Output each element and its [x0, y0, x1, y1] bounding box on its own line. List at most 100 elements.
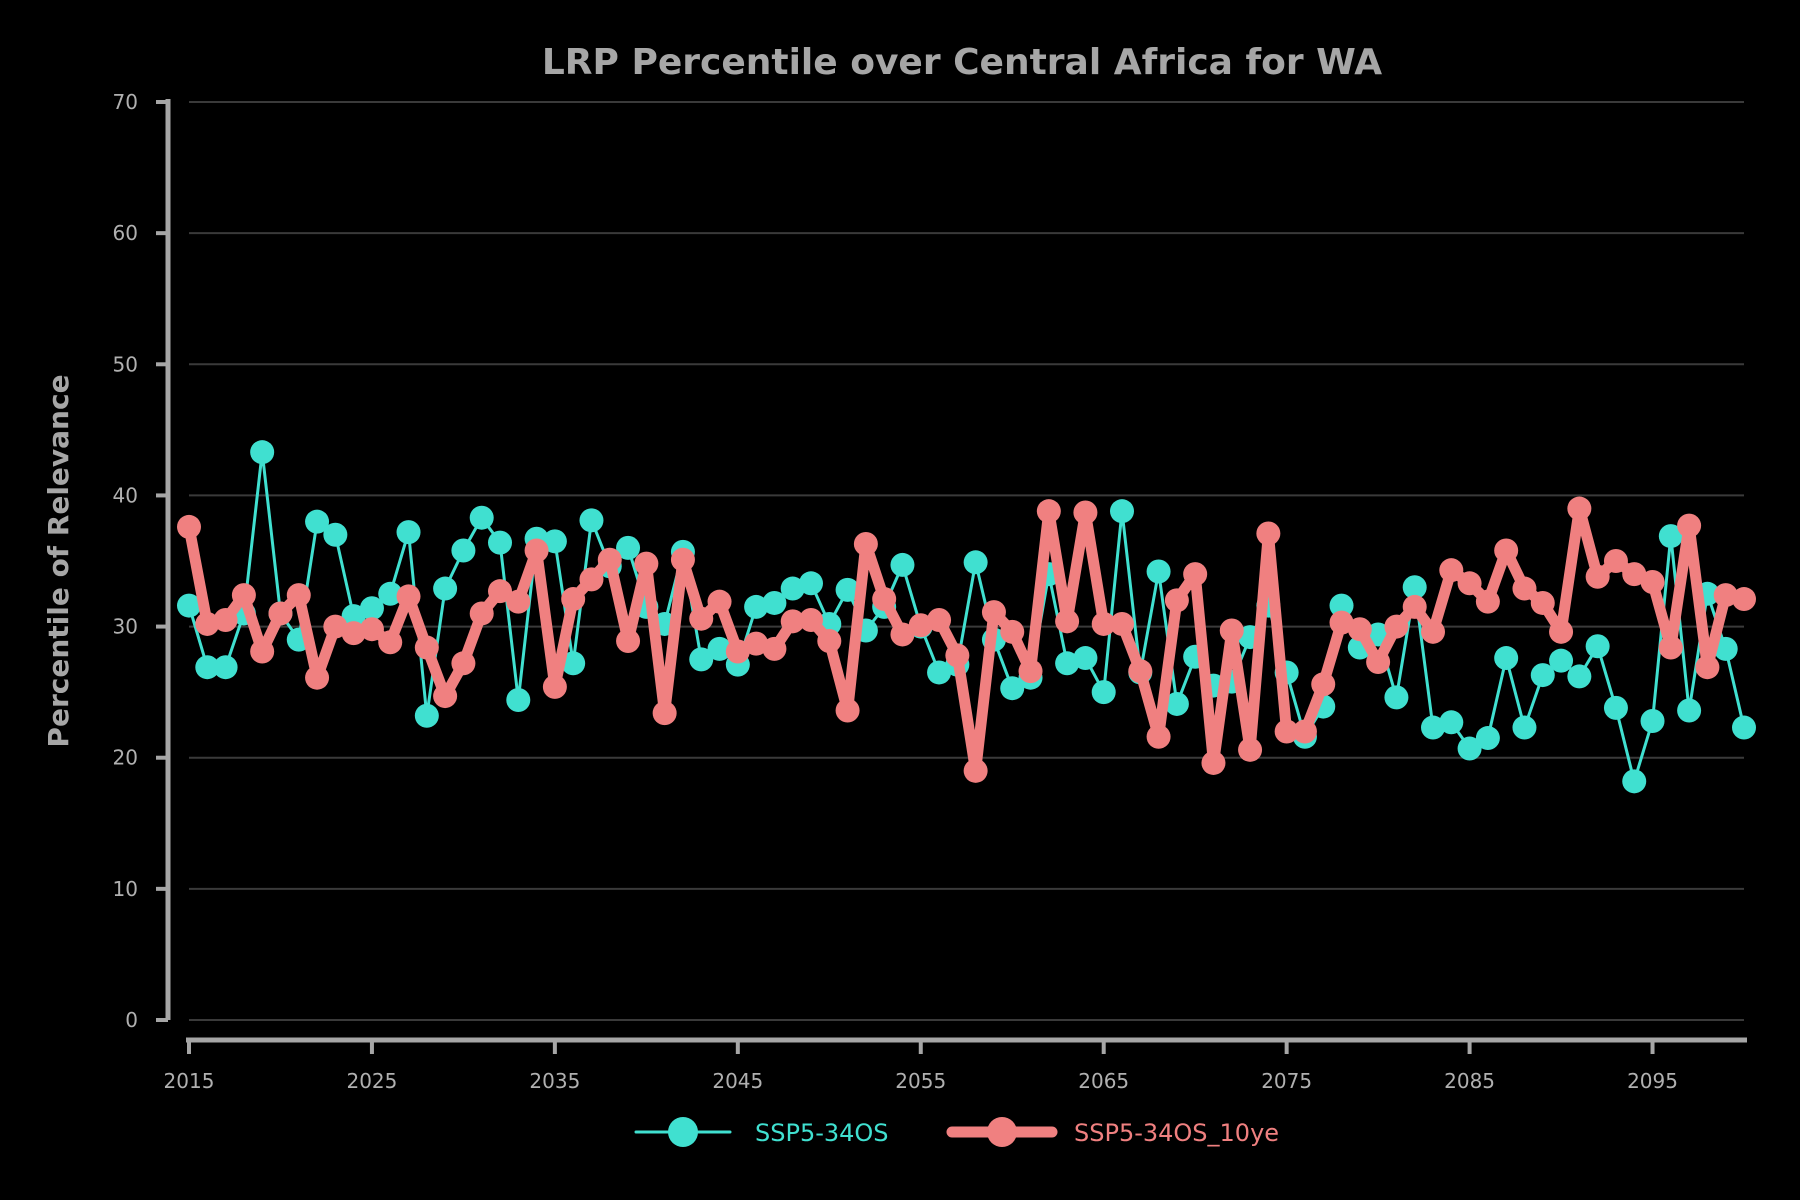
data-point: [1530, 590, 1555, 615]
legend-label: SSP5-34OS_10ye: [1074, 1119, 1279, 1147]
data-point: [506, 688, 531, 713]
data-point: [707, 589, 732, 614]
data-point: [1274, 719, 1299, 744]
data-point: [524, 538, 549, 563]
data-point: [1421, 619, 1445, 644]
data-point: [305, 665, 330, 690]
data-point: [1732, 587, 1756, 612]
x-tick-label-2065: 2065: [1078, 1069, 1129, 1093]
data-point: [1549, 648, 1574, 673]
data-point: [286, 583, 311, 608]
data-point: [1183, 562, 1208, 587]
data-point: [1055, 651, 1080, 676]
data-point: [414, 703, 439, 728]
data-point: [1128, 659, 1153, 684]
series-layer: [177, 440, 1756, 794]
data-point: [652, 701, 677, 726]
data-point: [1384, 685, 1409, 710]
data-point: [323, 614, 348, 639]
y-tick-label-10: 10: [113, 877, 138, 901]
legend: SSP5-34OS SSP5-34OS_10ye: [634, 1117, 1279, 1147]
data-point: [780, 609, 805, 634]
data-point: [1219, 618, 1244, 643]
data-point: [506, 589, 531, 614]
data-point: [762, 590, 787, 615]
data-point: [1603, 695, 1628, 720]
y-tick-label-30: 30: [113, 615, 138, 639]
data-point: [378, 581, 403, 606]
data-point: [1384, 614, 1409, 639]
data-point: [872, 587, 897, 612]
data-point: [1091, 611, 1116, 636]
data-point: [1000, 676, 1025, 701]
data-point: [616, 628, 641, 653]
data-point: [488, 530, 512, 555]
data-point: [945, 643, 970, 668]
x-ticks: 2015 2025 2035 2045 2055 2065 2075 2085 2095: [164, 1040, 1678, 1093]
data-point: [451, 651, 476, 676]
data-point: [323, 522, 348, 547]
data-point: [1073, 646, 1098, 671]
data-point: [1421, 715, 1445, 740]
data-point: [433, 576, 458, 601]
data-point: [799, 608, 823, 633]
data-point: [1110, 611, 1134, 636]
data-point: [1164, 691, 1189, 716]
data-point: [1475, 726, 1500, 751]
data-point: [762, 636, 787, 661]
data-point: [1110, 499, 1134, 524]
data-point: [1036, 499, 1061, 524]
data-point: [1603, 549, 1628, 573]
data-point: [542, 674, 567, 699]
data-point: [835, 698, 860, 723]
data-point: [469, 601, 494, 626]
data-point: [780, 576, 805, 601]
data-point: [469, 505, 494, 530]
data-point: [853, 531, 878, 556]
legend-swatch-marker: [668, 1117, 698, 1147]
y-tick-label-20: 20: [113, 746, 138, 770]
data-point: [1549, 619, 1574, 644]
data-point: [451, 538, 476, 563]
data-point: [1732, 715, 1756, 740]
data-point: [1146, 724, 1171, 749]
data-point: [963, 758, 988, 783]
data-point: [414, 635, 439, 660]
data-point: [1640, 708, 1665, 733]
data-point: [799, 571, 823, 596]
data-point: [433, 684, 458, 709]
series-2: [177, 496, 1756, 783]
data-point: [1146, 559, 1171, 584]
data-point: [1256, 521, 1281, 546]
data-point: [670, 547, 695, 572]
data-point: [1713, 636, 1738, 661]
data-point: [1512, 715, 1537, 740]
data-point: [1402, 575, 1427, 600]
data-point: [1622, 562, 1647, 587]
data-point: [689, 647, 714, 672]
data-point: [725, 639, 750, 664]
data-point: [378, 630, 403, 655]
data-point: [579, 567, 604, 592]
data-point: [341, 604, 366, 629]
data-point: [213, 608, 238, 633]
data-point: [689, 606, 714, 631]
y-tick-label-0: 0: [125, 1008, 138, 1032]
x-tick-label-2085: 2085: [1444, 1069, 1495, 1093]
legend-label: SSP5-34OS: [755, 1119, 889, 1147]
y-axis-label: Percentile of Relevance: [42, 374, 75, 747]
data-point: [1439, 710, 1464, 735]
data-point: [927, 608, 952, 633]
data-point: [1201, 750, 1226, 775]
data-point: [1585, 634, 1610, 659]
data-point: [561, 587, 586, 612]
x-tick-label-2095: 2095: [1627, 1069, 1678, 1093]
data-point: [250, 639, 275, 664]
data-point: [707, 636, 732, 661]
data-point: [1658, 635, 1683, 660]
data-point: [359, 596, 384, 621]
legend-item-2: SSP5-34OS_10ye: [946, 1117, 1279, 1147]
data-point: [927, 660, 952, 685]
x-tick-label-2045: 2045: [712, 1069, 763, 1093]
